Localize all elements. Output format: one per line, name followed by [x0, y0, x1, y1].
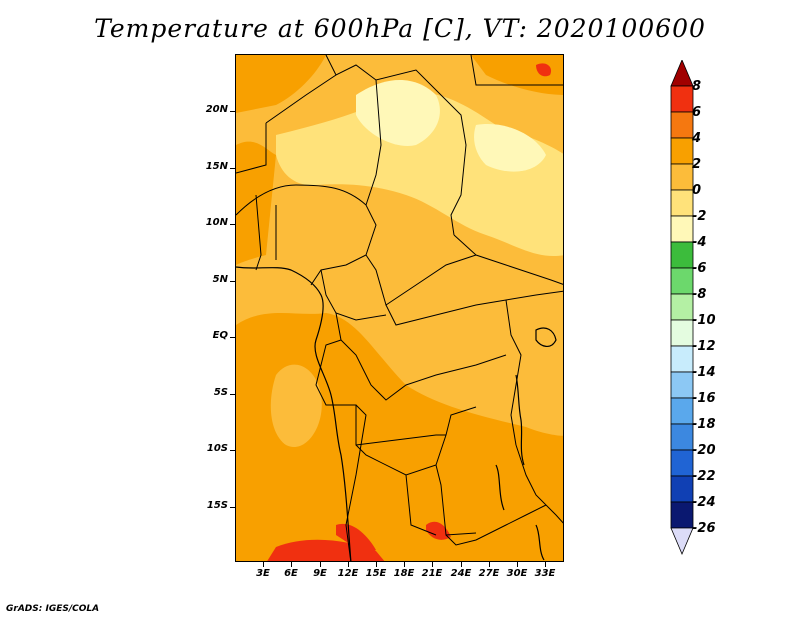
colorbar-segment — [670, 371, 694, 399]
colorbar-label: -2 — [692, 209, 707, 224]
map-panel — [235, 54, 564, 562]
colorbar-segment — [670, 449, 694, 477]
colorbar-label: 8 — [692, 79, 702, 94]
colorbar-segment — [670, 475, 694, 503]
lat-label-20n: 20N — [205, 104, 228, 115]
colorbar-label: -26 — [692, 521, 716, 536]
lat-label-5n: 5N — [212, 274, 228, 285]
colorbar-segment — [670, 215, 694, 243]
lon-tick — [320, 562, 321, 567]
field-6-to-8-spot-2 — [426, 521, 451, 540]
colorbar-segment — [670, 267, 694, 295]
colorbar-label: -18 — [692, 417, 716, 432]
lat-tick — [230, 224, 235, 225]
colorbar — [670, 60, 694, 556]
map-title: Temperature at 600hPa [C], VT: 202010060… — [94, 14, 706, 43]
colorbar-label: 2 — [692, 157, 702, 172]
lat-tick — [230, 281, 235, 282]
field-2-to-4-patch — [270, 364, 322, 447]
colorbar-label: -8 — [692, 287, 707, 302]
lon-tick — [291, 562, 292, 567]
colorbar-label: -14 — [692, 365, 716, 380]
colorbar-bottom-triangle — [670, 527, 694, 556]
lon-label-21e: 21E — [421, 568, 443, 579]
lat-tick — [230, 168, 235, 169]
colorbar-label: -12 — [692, 339, 716, 354]
field-4-to-6-north — [236, 55, 326, 113]
field-minus2-to-0-patch-east — [474, 124, 546, 172]
colorbar-label: 0 — [692, 183, 702, 198]
colorbar-segment — [670, 293, 694, 321]
colorbar-segment — [670, 345, 694, 373]
colorbar-label: 4 — [692, 131, 702, 146]
colorbar-segment — [670, 85, 694, 113]
field-6-to-8-spot — [336, 523, 376, 552]
colorbar-top-triangle — [670, 60, 694, 87]
colorbar-label: -16 — [692, 391, 716, 406]
lon-label-27e: 27E — [478, 568, 500, 579]
lon-tick — [404, 562, 405, 567]
lon-tick — [489, 562, 490, 567]
colorbar-segment — [670, 189, 694, 217]
colorbar-segment — [670, 111, 694, 139]
lon-label-18e: 18E — [393, 568, 415, 579]
lon-label-3e: 3E — [256, 568, 270, 579]
colorbar-segment — [670, 423, 694, 451]
lon-label-24e: 24E — [450, 568, 472, 579]
colorbar-label: -22 — [692, 469, 716, 484]
colorbar-label: -20 — [692, 443, 716, 458]
lon-label-9e: 9E — [313, 568, 327, 579]
colorbar-label: -6 — [692, 261, 707, 276]
lon-label-33e: 33E — [534, 568, 556, 579]
lat-tick — [230, 394, 235, 395]
lat-tick — [230, 111, 235, 112]
temperature-field — [236, 55, 563, 561]
lat-tick — [230, 507, 235, 508]
lat-label-15n: 15N — [205, 161, 228, 172]
colorbar-segment — [670, 241, 694, 269]
country-borders — [236, 55, 563, 561]
lon-tick — [545, 562, 546, 567]
coastlines — [236, 266, 557, 561]
lon-tick — [376, 562, 377, 567]
lat-label-eq: EQ — [212, 330, 228, 341]
colorbar-segment — [670, 163, 694, 191]
lat-label-10s: 10S — [206, 443, 228, 454]
lat-label-15s: 15S — [206, 500, 228, 511]
grads-credit: GrADS: IGES/COLA — [6, 604, 100, 614]
colorbar-label: -10 — [692, 313, 716, 328]
lon-tick — [432, 562, 433, 567]
field-4-to-6-south — [236, 313, 563, 561]
colorbar-segment — [670, 319, 694, 347]
lon-label-12e: 12E — [337, 568, 359, 579]
lon-tick — [263, 562, 264, 567]
lon-tick — [517, 562, 518, 567]
colorbar-segment — [670, 397, 694, 425]
colorbar-label: -24 — [692, 495, 716, 510]
lat-label-5s: 5S — [213, 387, 228, 398]
field-6-to-8-spot-3 — [536, 63, 552, 77]
colorbar-segment — [670, 501, 694, 529]
lat-label-10n: 10N — [205, 217, 228, 228]
field-4-to-6-west — [236, 141, 276, 265]
lon-label-15e: 15E — [365, 568, 387, 579]
lon-tick — [461, 562, 462, 567]
lon-tick — [348, 562, 349, 567]
colorbar-label: 6 — [692, 105, 702, 120]
colorbar-label: -4 — [692, 235, 707, 250]
lat-tick — [230, 337, 235, 338]
colorbar-segment — [670, 137, 694, 165]
lat-tick — [230, 450, 235, 451]
lon-label-30e: 30E — [506, 568, 528, 579]
lon-label-6e: 6E — [284, 568, 298, 579]
